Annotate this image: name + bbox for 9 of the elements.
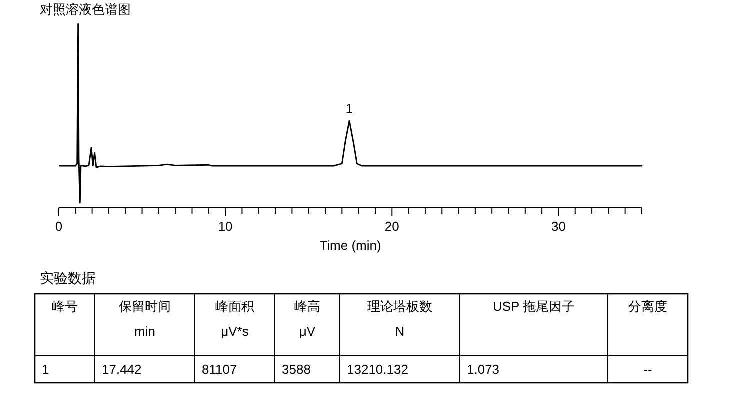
table-heading: 实验数据 <box>40 270 96 286</box>
table: 峰号 保留时间 min 峰面积 μV*s 峰高 μV 理论塔板数 N USP 拖尾因子 分离度 1 17.442 81107 3588 13210.132 1.073 -- <box>34 293 689 384</box>
x-tick-label: 10 <box>218 219 233 234</box>
x-tick-label: 0 <box>55 219 63 234</box>
x-tick-label: 30 <box>551 219 566 234</box>
x-tick-label: 20 <box>384 219 400 234</box>
title: 对照溶液色谱图 <box>40 2 131 17</box>
xlabel: Time (min) <box>320 238 382 253</box>
annotation: 1 <box>346 100 354 116</box>
